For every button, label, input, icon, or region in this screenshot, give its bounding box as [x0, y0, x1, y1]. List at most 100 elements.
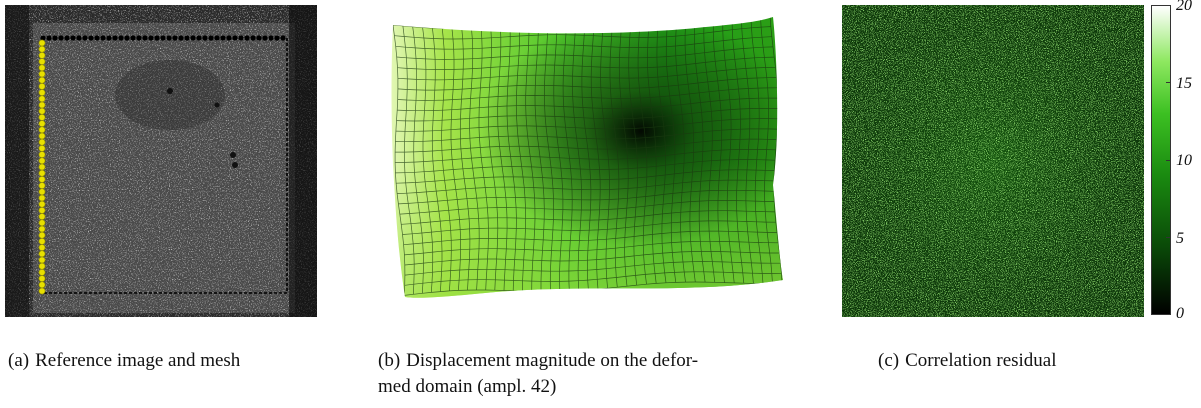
mesh-node-yellow	[38, 188, 46, 196]
colorbar-tick-label: 5	[1176, 230, 1184, 247]
mesh-line	[628, 27, 638, 286]
mesh-node	[172, 35, 178, 41]
mesh-node	[214, 35, 220, 41]
mesh-line	[618, 26, 629, 287]
deformed-mesh	[392, 17, 783, 296]
mesh-node	[208, 35, 214, 41]
mesh-node-yellow	[38, 200, 46, 208]
caption-tag: (b)	[378, 350, 401, 371]
mesh-node-yellow	[38, 169, 46, 177]
reference-image	[5, 5, 317, 317]
colorbar-tick-mark	[1166, 5, 1171, 6]
mesh-line	[684, 25, 696, 283]
mesh-node-yellow	[38, 70, 46, 78]
mesh-node-yellow	[38, 213, 46, 220]
mesh-line	[656, 27, 667, 283]
mesh-line	[478, 28, 489, 291]
mesh-node	[232, 35, 238, 41]
mesh-line	[506, 26, 517, 291]
mesh-node-yellow	[38, 275, 46, 282]
mesh-node-yellow	[38, 45, 46, 53]
caption-text-line2: med domain (ampl. 42)	[378, 376, 557, 397]
mesh-node-yellow	[38, 76, 46, 84]
mesh-line	[544, 24, 554, 292]
mesh-node-yellow	[38, 126, 46, 134]
mesh-node-yellow	[38, 107, 46, 115]
mesh-node	[166, 35, 172, 41]
mesh-line	[637, 27, 648, 285]
mesh-line	[609, 26, 620, 288]
mesh-node-yellow	[38, 58, 46, 65]
mesh-line	[750, 17, 764, 284]
mesh-node	[112, 35, 118, 41]
mesh-line	[497, 27, 508, 291]
mesh-line	[590, 25, 601, 290]
mesh-node-yellow	[38, 157, 46, 165]
mesh-node-yellow	[38, 89, 46, 96]
mesh-node	[82, 35, 88, 41]
mesh-node	[190, 35, 196, 41]
mesh-node	[130, 35, 136, 41]
mesh-line	[703, 23, 716, 283]
mesh-node-yellow	[38, 144, 46, 152]
mesh-node-yellow	[38, 262, 46, 270]
mesh-node-yellow	[38, 244, 46, 251]
mesh-node	[148, 35, 154, 41]
mesh-node	[178, 35, 184, 41]
mesh-line	[600, 25, 610, 289]
mesh-node-yellow	[38, 163, 46, 171]
mesh-node	[238, 35, 244, 41]
colorbar-tick-mark	[1166, 314, 1171, 315]
mesh-node-yellow	[38, 219, 46, 227]
mesh-node	[274, 35, 280, 41]
colorbar-tick-mark	[1166, 160, 1171, 161]
mesh-node-yellow	[38, 132, 46, 140]
mesh-line	[647, 27, 657, 284]
mesh-line	[450, 28, 461, 291]
mesh-line	[553, 24, 564, 292]
mesh-node	[256, 35, 262, 41]
mesh-node-yellow	[38, 114, 46, 121]
mesh-node-yellow	[38, 101, 46, 109]
mesh-node-yellow	[38, 281, 46, 289]
mesh-node-yellow	[38, 182, 46, 189]
mesh-line	[487, 27, 499, 291]
mesh-node-yellow	[38, 52, 46, 59]
mesh-node	[268, 35, 274, 41]
colorbar-tick-label: 20	[1176, 0, 1192, 14]
mesh-node-yellow	[38, 64, 46, 72]
residual-map	[842, 5, 1144, 317]
mesh-node	[250, 35, 256, 41]
mesh-line	[469, 28, 480, 291]
mesh-node-yellow	[38, 287, 46, 295]
reference-image-svg	[5, 5, 317, 317]
colorbar-tick-mark	[1166, 237, 1171, 238]
mesh-node	[160, 35, 166, 41]
mesh-node-yellow	[38, 83, 46, 90]
displacement-map-svg	[391, 17, 783, 298]
mesh-node	[202, 35, 208, 41]
mesh-node	[64, 35, 70, 41]
mesh-overlay	[38, 35, 288, 295]
residual-map-svg	[842, 5, 1144, 317]
caption-a: (a) Reference image and mesh	[8, 348, 338, 374]
mesh-node-yellow	[38, 237, 46, 245]
caption-text: Reference image and mesh	[35, 350, 241, 371]
mesh-line	[459, 28, 471, 291]
caption-text: Correlation residual	[905, 350, 1057, 371]
mesh-node-yellow	[38, 206, 46, 214]
mesh-boundary	[43, 38, 288, 294]
mesh-node	[184, 35, 190, 41]
mesh-node	[226, 35, 232, 41]
mesh-line	[572, 24, 582, 291]
caption-tag: (a)	[8, 350, 30, 371]
mesh-node	[106, 35, 112, 41]
mesh-node	[244, 35, 250, 41]
mesh-node	[220, 35, 226, 41]
displacement-map	[385, 15, 785, 305]
mesh-line	[712, 22, 725, 283]
mesh-node-yellow	[38, 231, 46, 239]
caption-tag: (c)	[878, 350, 900, 371]
mesh-node	[124, 35, 130, 41]
mesh-line	[731, 19, 745, 284]
